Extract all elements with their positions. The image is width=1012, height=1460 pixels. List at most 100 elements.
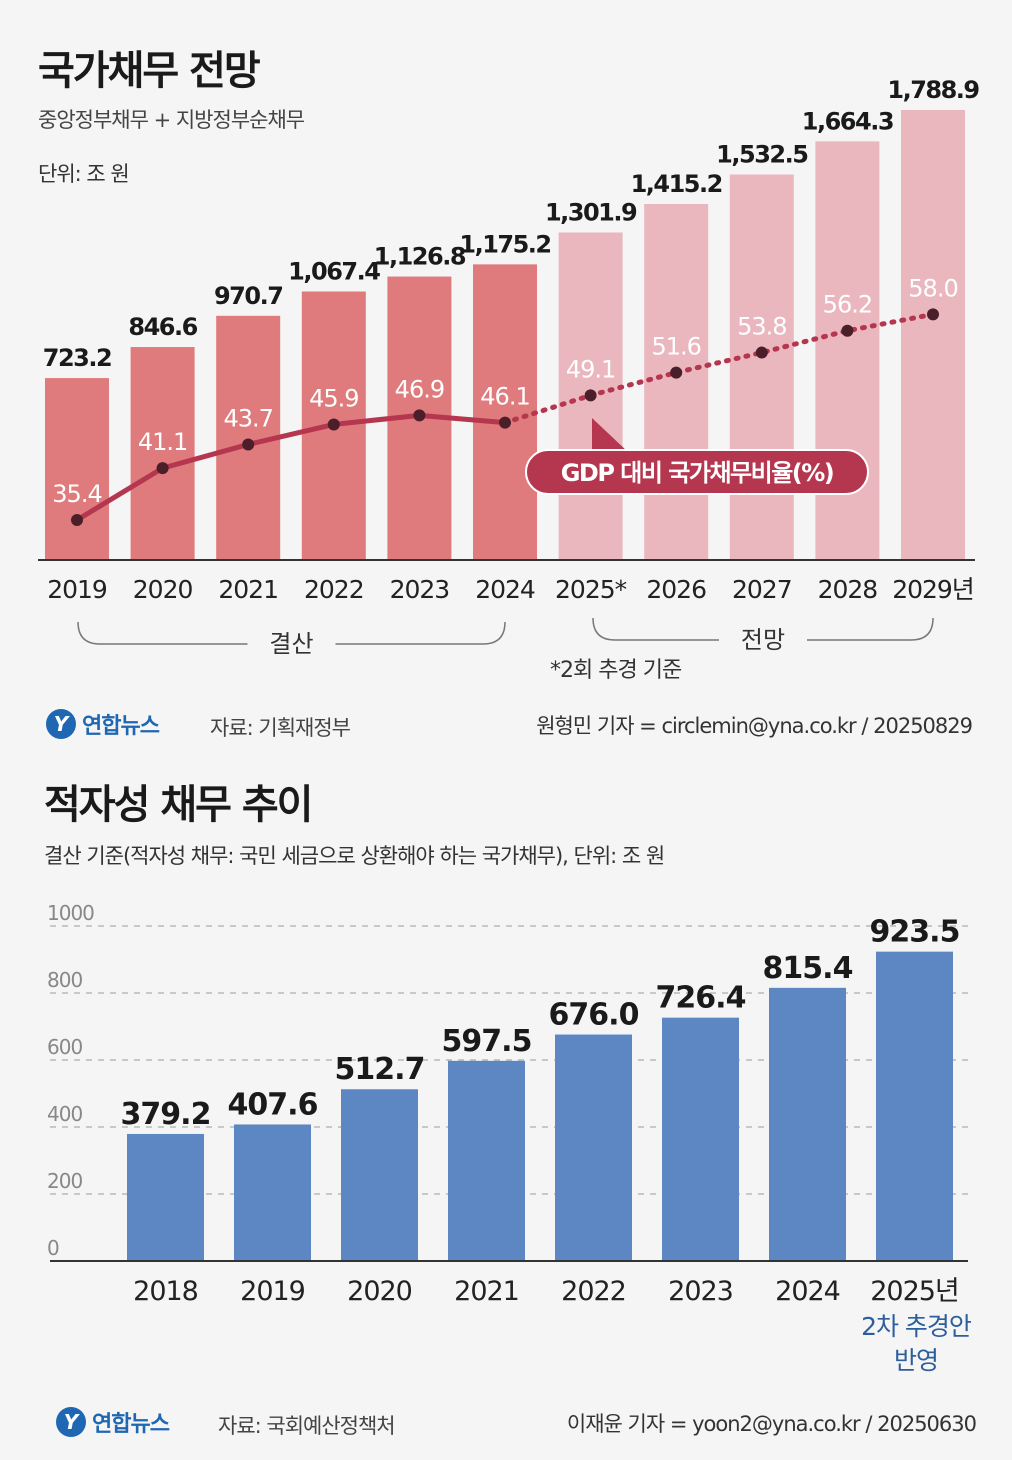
forecast-group-label: 전망 [741,626,785,654]
ratio-point [71,514,83,526]
year-tick-label: 2019 [240,1276,305,1307]
ratio-point [927,308,939,321]
ratio-line-actual [75,412,506,523]
debt-bar [473,264,537,560]
debt-forecast-chart: 723.2 2019 846.6 2020 970.7 2021 1,067.4 2022 1,… [38,76,981,658]
ratio-value-label: 35.4 [52,480,101,508]
yonhap-logo-icon: Y [56,1407,86,1437]
year-tick-label: 2021 [218,575,278,604]
chart2-logo: Y 연합뉴스 [56,1406,170,1438]
chart2-logo-text: 연합뉴스 [92,1412,170,1437]
deficit-bar [555,1034,632,1261]
ratio-line-forecast [502,311,936,426]
ratio-point [413,409,426,422]
yonhap-logo-icon: Y [46,709,76,739]
chart2-title: 적자성 채무 추이 [44,782,313,828]
year-tick-label: 2028 [818,575,878,604]
deficit-value-label: 512.7 [335,1052,425,1087]
legend-pointer [592,418,628,452]
debt-value-label: 1,664.3 [802,107,893,135]
chart2-note-line2: 반영 [893,1346,939,1375]
debt-value-label: 1,301.9 [545,199,637,227]
deficit-value-label: 597.5 [442,1024,532,1059]
deficit-value-label: 379.2 [121,1097,211,1132]
year-tick-label: 2026 [646,575,706,604]
ratio-value-label: 51.6 [651,333,700,361]
chart1-footnote: *2회 추경 기준 [550,658,682,683]
debt-value-label: 723.2 [43,344,111,372]
deficit-bar [769,987,846,1261]
year-tick-label: 2023 [668,1276,733,1307]
chart1-unit: 단위: 조 원 [38,162,130,186]
debt-value-label: 1,788.9 [887,76,979,104]
debt-bar [815,141,880,561]
debt-value-label: 1,532.5 [716,140,808,168]
year-tick-label: 2022 [561,1276,626,1307]
deficit-bar [234,1124,311,1261]
chart1-title: 국가채무 전망 [38,48,261,94]
year-tick-label: 2024 [775,1276,840,1307]
deficit-value-label: 726.4 [656,981,746,1016]
year-tick-label: 2023 [390,575,450,604]
deficit-value-label: 676.0 [549,998,639,1033]
ratio-point [499,416,511,429]
chart1-credit: 원형민 기자 = circlemin@yna.co.kr / 20250829 [536,714,973,738]
ratio-value-label: 56.2 [823,291,872,319]
deficit-value-label: 923.5 [870,915,960,950]
ratio-point [242,438,255,451]
actual-group-bracket [77,621,506,645]
deficit-debt-chart: 0 200 400 600 800 1000 379.2 2018 407.6 2019 512.7… [47,901,968,1307]
year-tick-label: 2027 [732,575,792,604]
debt-value-label: 846.6 [128,313,197,341]
deficit-bar [341,1089,418,1261]
chart2-credit: 이재윤 기자 = yoon2@yna.co.kr / 20250630 [566,1412,977,1436]
ratio-value-label: 45.9 [309,384,358,412]
y-tick-label: 1000 [47,901,94,925]
ratio-value-label: 43.7 [223,404,272,432]
ratio-point [670,366,683,379]
year-tick-label: 2020 [133,575,193,604]
debt-bar [729,174,794,560]
ratio-value-label: 46.9 [395,375,444,403]
year-tick-label: 2022 [304,575,364,604]
chart2-source: 자료: 국회예산정책처 [218,1414,396,1438]
year-tick-label: 2025년 [870,1276,959,1307]
chart2-note: 2차 추경안 반영 [846,1310,986,1378]
forecast-group-bracket [592,617,934,641]
legend-badge [525,449,869,495]
debt-value-label: 1,415.2 [631,170,722,198]
y-tick-label: 800 [47,968,82,992]
deficit-bar [876,951,953,1261]
chart2-note-line1: 2차 추경안 [861,1312,972,1341]
year-tick-label: 2020 [347,1276,412,1307]
actual-group-label: 결산 [269,630,313,658]
y-tick-label: 0 [47,1236,59,1260]
ratio-value-label: 46.1 [480,383,529,411]
deficit-value-label: 815.4 [763,951,853,986]
debt-bar [644,204,709,560]
chart1-logo: Y 연합뉴스 [46,708,160,740]
chart1-subtitle: 중앙정부채무 + 지방정부순채무 [38,108,305,132]
ratio-value-label: 53.8 [737,313,786,341]
year-tick-label: 2025* [555,575,627,604]
debt-bar [130,347,195,560]
chart1-source: 자료: 기획재정부 [210,716,351,740]
year-tick-label: 2019 [47,575,107,604]
ratio-point [841,324,854,337]
debt-value-label: 1,067.4 [288,257,380,285]
year-tick-label: 2024 [475,575,535,604]
deficit-bar [127,1133,204,1261]
ratio-value-label: 58.0 [908,274,957,302]
debt-bar [45,378,109,560]
year-tick-label: 2021 [454,1276,519,1307]
legend-label: GDP 대비 국가채무비율(%) [561,459,834,487]
debt-value-label: 1,175.2 [459,230,550,258]
ratio-value-label: 49.1 [566,355,615,383]
ratio-point [327,418,340,431]
deficit-bar [662,1017,739,1261]
ratio-point [755,346,768,359]
debt-value-label: 1,126.8 [374,243,466,271]
y-tick-label: 200 [47,1169,82,1193]
year-tick-label: 2018 [133,1276,198,1307]
debt-value-label: 970.7 [214,282,282,310]
